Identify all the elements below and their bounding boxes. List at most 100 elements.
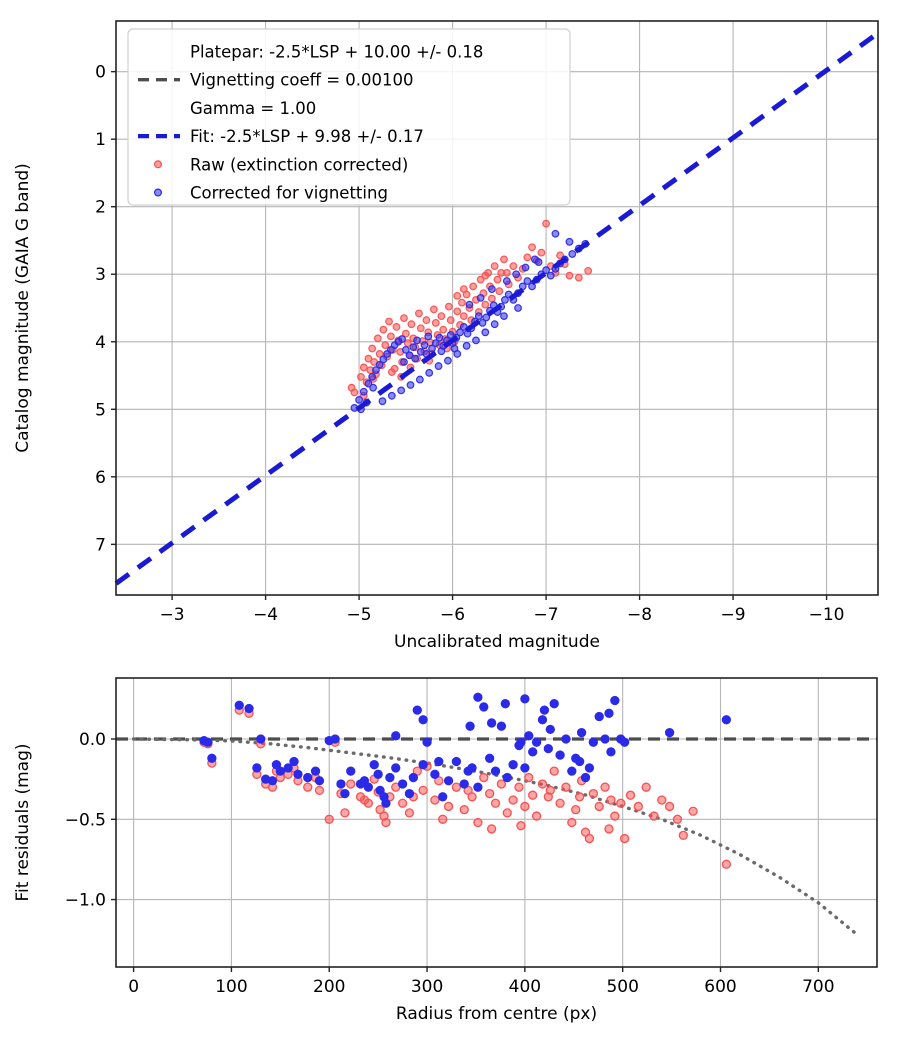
data-point xyxy=(606,747,616,757)
data-point xyxy=(405,351,414,360)
data-point xyxy=(574,273,583,282)
data-point xyxy=(424,332,433,341)
legend-entry[interactable]: Gamma = 1.00 xyxy=(190,99,316,118)
scatter-series xyxy=(199,705,732,869)
data-point xyxy=(528,243,536,252)
data-point xyxy=(502,808,512,818)
x-tick-label: −4 xyxy=(253,605,278,625)
data-point xyxy=(465,721,475,731)
x-tick-label: 0 xyxy=(128,977,139,997)
data-point xyxy=(502,277,511,285)
data-point xyxy=(397,779,408,789)
data-point xyxy=(350,388,359,397)
x-axis-label: Uncalibrated magnitude xyxy=(394,632,600,652)
data-point xyxy=(443,776,454,786)
data-point xyxy=(520,763,530,773)
data-point xyxy=(303,782,313,792)
data-point xyxy=(446,316,455,325)
x-tick-label: −5 xyxy=(347,605,372,625)
data-point xyxy=(490,766,501,776)
legend-entry[interactable]: Raw (extinction corrected) xyxy=(154,155,409,174)
data-point xyxy=(372,366,380,375)
data-point xyxy=(234,700,244,710)
legend[interactable]: Platepar: -2.5*LSP + 10.00 +/- 0.18 Vigne… xyxy=(127,28,571,206)
data-point xyxy=(403,339,412,348)
blue-dot-icon xyxy=(154,188,163,197)
data-point xyxy=(508,760,518,770)
data-point xyxy=(425,368,434,377)
data-point xyxy=(633,801,643,812)
data-point xyxy=(604,708,614,718)
data-point xyxy=(490,262,499,271)
data-point xyxy=(484,753,495,763)
data-point xyxy=(580,772,591,783)
legend-box[interactable] xyxy=(127,28,571,206)
data-point xyxy=(373,769,383,779)
data-point xyxy=(555,750,565,760)
data-point xyxy=(584,266,593,275)
data-point xyxy=(435,333,444,342)
data-point xyxy=(567,817,577,828)
data-point xyxy=(355,395,363,404)
data-point xyxy=(568,250,577,258)
data-point xyxy=(379,355,388,364)
data-point xyxy=(401,345,410,354)
data-point xyxy=(509,262,518,271)
data-point xyxy=(672,814,683,824)
data-point xyxy=(574,756,585,767)
data-point xyxy=(400,314,408,323)
data-point xyxy=(450,344,459,353)
data-point xyxy=(375,350,384,358)
data-point xyxy=(549,699,559,709)
data-point xyxy=(600,734,610,744)
axis-ticks: −3 −4 −5 −6 −7 −8 −9 −10 0 1 2 3 4 5 6 7 xyxy=(95,63,844,625)
y-tick-label: 2 xyxy=(95,198,106,218)
data-point xyxy=(520,694,530,704)
data-point xyxy=(678,830,688,840)
legend-entry[interactable]: Fit: -2.5*LSP + 9.98 +/- 0.17 xyxy=(138,127,424,146)
data-point xyxy=(479,702,489,712)
data-point xyxy=(545,785,555,796)
data-point xyxy=(512,270,521,279)
data-point xyxy=(490,798,501,808)
data-point xyxy=(606,795,616,805)
x-tick-label: −7 xyxy=(534,605,559,625)
red-dot-icon xyxy=(154,160,163,169)
data-point xyxy=(357,372,365,381)
x-tick-label: −3 xyxy=(160,605,185,625)
x-tick-label: 600 xyxy=(704,977,736,997)
data-point xyxy=(473,782,483,792)
data-point xyxy=(413,336,421,345)
data-point xyxy=(346,779,356,789)
legend-label: Platepar: -2.5*LSP + 10.00 +/- 0.18 xyxy=(190,43,483,62)
data-point xyxy=(451,756,462,767)
data-point xyxy=(542,219,550,228)
legend-label: Gamma = 1.00 xyxy=(190,99,316,118)
data-point xyxy=(434,756,444,767)
axes-frame xyxy=(115,677,878,968)
data-point xyxy=(479,772,489,783)
data-point xyxy=(434,362,443,370)
x-tick-label: −6 xyxy=(440,605,465,625)
data-point xyxy=(340,788,350,799)
data-point xyxy=(473,692,483,702)
data-point xyxy=(520,801,530,812)
x-tick-label: 700 xyxy=(802,977,834,997)
data-point xyxy=(412,705,422,715)
data-point xyxy=(472,336,480,345)
legend-entry[interactable]: Vignetting coeff = 0.00100 xyxy=(138,71,414,90)
legend-entry[interactable]: Corrected for vignetting xyxy=(154,184,388,203)
data-point xyxy=(418,760,428,770)
data-point xyxy=(401,329,410,338)
data-point xyxy=(368,344,377,353)
data-point xyxy=(490,320,499,329)
data-point xyxy=(271,760,282,770)
data-point xyxy=(619,737,630,747)
data-point xyxy=(406,381,415,389)
axis-ticks: 0 100 200 300 400 500 600 700 0.0 −0.5 −1.0 xyxy=(65,730,835,997)
data-point xyxy=(565,237,574,246)
y-tick-label: 6 xyxy=(95,468,106,488)
legend-entry[interactable]: Platepar: -2.5*LSP + 10.00 +/- 0.18 xyxy=(190,43,483,62)
data-point xyxy=(415,375,424,384)
